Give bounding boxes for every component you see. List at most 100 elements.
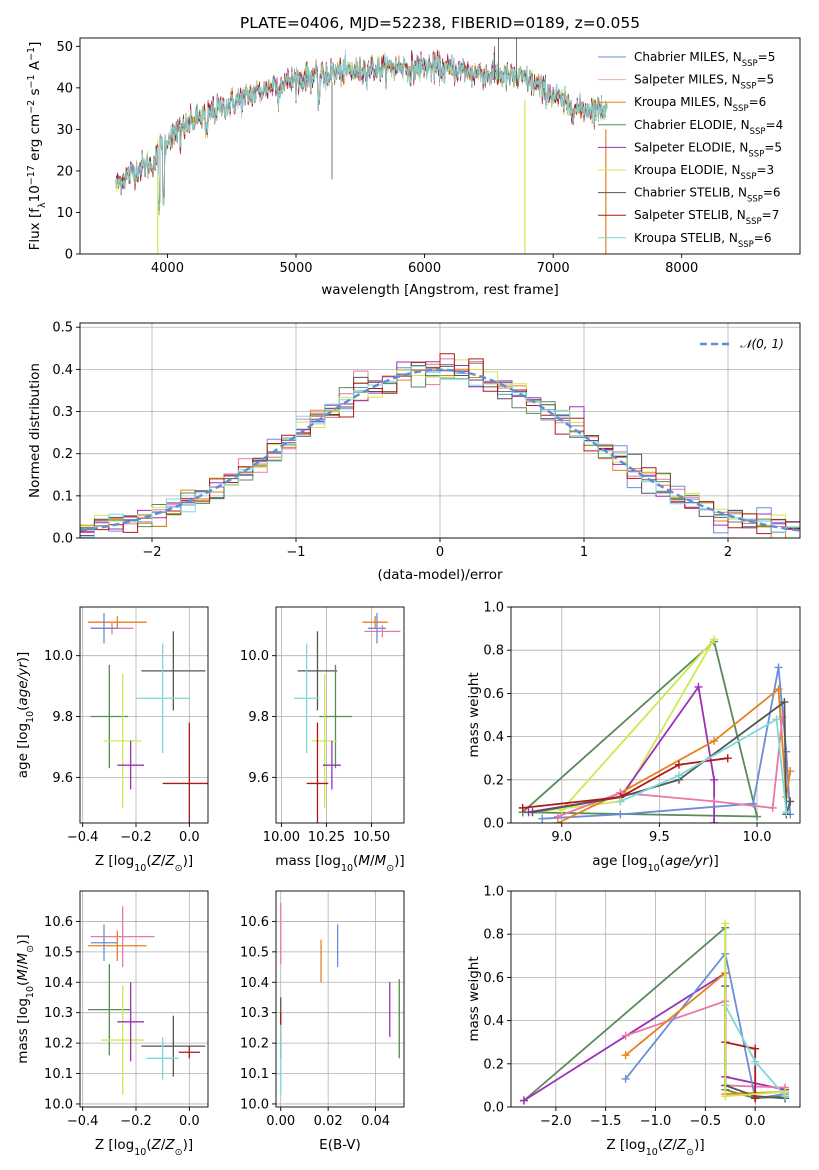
y-tick-label: 9.8 bbox=[248, 710, 269, 725]
chart-title: PLATE=0406, MJD=52238, FIBERID=0189, z=0… bbox=[240, 14, 640, 32]
label-part: M bbox=[15, 952, 31, 964]
x-tick-label: 2 bbox=[724, 545, 732, 560]
label-part: Z bbox=[662, 1137, 673, 1153]
legend-text: =7 bbox=[762, 208, 780, 222]
weight-line bbox=[542, 667, 792, 820]
label-part: ( bbox=[146, 1137, 151, 1153]
x-axis-label: E(B-V) bbox=[319, 1137, 361, 1153]
y-tick-label: 9.8 bbox=[52, 710, 73, 725]
x-tick-label: 4000 bbox=[151, 261, 184, 276]
panel-5: 9.0 9.5 10.0 0.0 0.2 0.4 0.6 0.8 1.0 bbox=[483, 601, 801, 845]
label-part: )] bbox=[183, 853, 194, 869]
normal-curve bbox=[80, 368, 800, 532]
weight-marker bbox=[674, 771, 683, 780]
label-part: ⊙ bbox=[686, 1147, 694, 1158]
x-tick-label: −1.0 bbox=[640, 1114, 672, 1129]
weight-line bbox=[523, 971, 786, 1102]
x-tick-label: −0.4 bbox=[67, 1114, 99, 1129]
weight-marker bbox=[774, 663, 783, 672]
x-tick-label: 6000 bbox=[408, 261, 441, 276]
label-part: Z bbox=[164, 853, 175, 869]
label-part: s bbox=[27, 88, 43, 99]
y-tick-label: 10.0 bbox=[240, 649, 269, 664]
weight-marker bbox=[621, 1074, 630, 1083]
y-tick-label: 0.6 bbox=[483, 687, 504, 702]
legend-text: =6 bbox=[749, 95, 767, 109]
legend-label: Kroupa STELIB, NSSP=6 bbox=[634, 231, 772, 250]
x-tick-label: 7000 bbox=[537, 261, 570, 276]
x-tick-label: 9.0 bbox=[551, 830, 572, 845]
x-tick-label: −2.0 bbox=[540, 1114, 572, 1129]
label-part: mass [log bbox=[275, 853, 341, 869]
legend-sub: SSP bbox=[746, 217, 762, 227]
x-tick-label: 0.04 bbox=[361, 1114, 390, 1129]
label-part: Z [log bbox=[606, 1137, 645, 1153]
y-tick-label: 10.3 bbox=[240, 1006, 269, 1021]
panel-4: 10.00 10.25 10.50 9.6 9.8 10.0 bbox=[240, 606, 405, 845]
weight-marker bbox=[710, 736, 719, 745]
label-part: −1 bbox=[26, 74, 37, 88]
legend-sub: SSP bbox=[741, 82, 757, 92]
weight-marker bbox=[694, 682, 703, 691]
plot-area bbox=[518, 635, 795, 823]
x-axis-label: wavelength [Angstrom, rest frame] bbox=[321, 282, 559, 298]
weight-marker bbox=[518, 803, 527, 812]
label-part: / bbox=[672, 1137, 677, 1153]
weight-marker bbox=[616, 810, 625, 819]
label-part: −2 bbox=[26, 100, 37, 114]
y-tick-label: 0 bbox=[65, 248, 73, 263]
x-tick-label: 8000 bbox=[665, 261, 698, 276]
label-part: M bbox=[375, 853, 387, 869]
x-tick-label: 10.0 bbox=[743, 830, 772, 845]
axes-frame bbox=[510, 606, 801, 824]
label-part: / bbox=[370, 853, 375, 869]
x-tick-label: 0.0 bbox=[745, 1114, 766, 1129]
y-tick-label: 0.2 bbox=[483, 773, 504, 788]
y-tick-label: 10.2 bbox=[240, 1037, 269, 1052]
y-tick-label: 0.5 bbox=[52, 321, 73, 336]
x-axis-label: Z [log10(Z/Z⊙)] bbox=[95, 1137, 193, 1158]
plot-area bbox=[80, 353, 800, 538]
legend-text: =3 bbox=[756, 163, 774, 177]
x-axis-label: mass [log10(M/M⊙)] bbox=[275, 853, 404, 874]
legend-label: Salpeter STELIB, NSSP=7 bbox=[634, 208, 779, 227]
weight-marker bbox=[723, 754, 732, 763]
plot-area bbox=[280, 903, 400, 1095]
y-axis-label: age [log10(age/yr)] bbox=[15, 652, 36, 778]
weight-marker bbox=[674, 760, 683, 769]
y-tick-label: 10.0 bbox=[44, 1097, 73, 1112]
weight-line bbox=[532, 638, 715, 814]
weight-marker bbox=[538, 814, 547, 823]
axes-frame bbox=[79, 890, 209, 1108]
y-axis-label: Normed distribution bbox=[27, 363, 43, 498]
label-part: ( bbox=[15, 706, 31, 711]
legend-text: =5 bbox=[758, 50, 776, 64]
x-axis-label: (data-model)/error bbox=[377, 567, 503, 583]
weight-line bbox=[624, 951, 786, 1100]
label-part: 10 bbox=[134, 863, 146, 874]
y-tick-label: 0.0 bbox=[52, 532, 73, 547]
legend-sub: SSP bbox=[733, 104, 749, 114]
y-tick-label: 10.1 bbox=[44, 1067, 73, 1082]
weight-marker bbox=[528, 808, 537, 817]
weight-line bbox=[620, 717, 788, 813]
label-part: ] bbox=[27, 42, 43, 47]
y-tick-label: 0.0 bbox=[483, 817, 504, 832]
legend-label: 𝒩(0, 1) bbox=[740, 337, 784, 351]
y-tick-label: 10.1 bbox=[240, 1067, 269, 1082]
legend-sub: SSP bbox=[741, 172, 757, 182]
label-part: ⊙ bbox=[25, 945, 36, 953]
label-part: λ bbox=[37, 202, 48, 208]
label-part: age/yr bbox=[665, 853, 710, 869]
axes-frame bbox=[79, 606, 209, 824]
y-axis-label: mass weight bbox=[466, 956, 482, 1041]
plot-area bbox=[88, 906, 206, 1095]
weight-marker bbox=[721, 919, 730, 928]
weight-line bbox=[528, 684, 715, 823]
y-tick-label: 0.4 bbox=[483, 1014, 504, 1029]
legend-sub: SSP bbox=[750, 127, 766, 137]
y-tick-label: 40 bbox=[56, 81, 73, 96]
label-part: 10 bbox=[646, 1147, 658, 1158]
x-tick-label: −0.2 bbox=[120, 1114, 152, 1129]
